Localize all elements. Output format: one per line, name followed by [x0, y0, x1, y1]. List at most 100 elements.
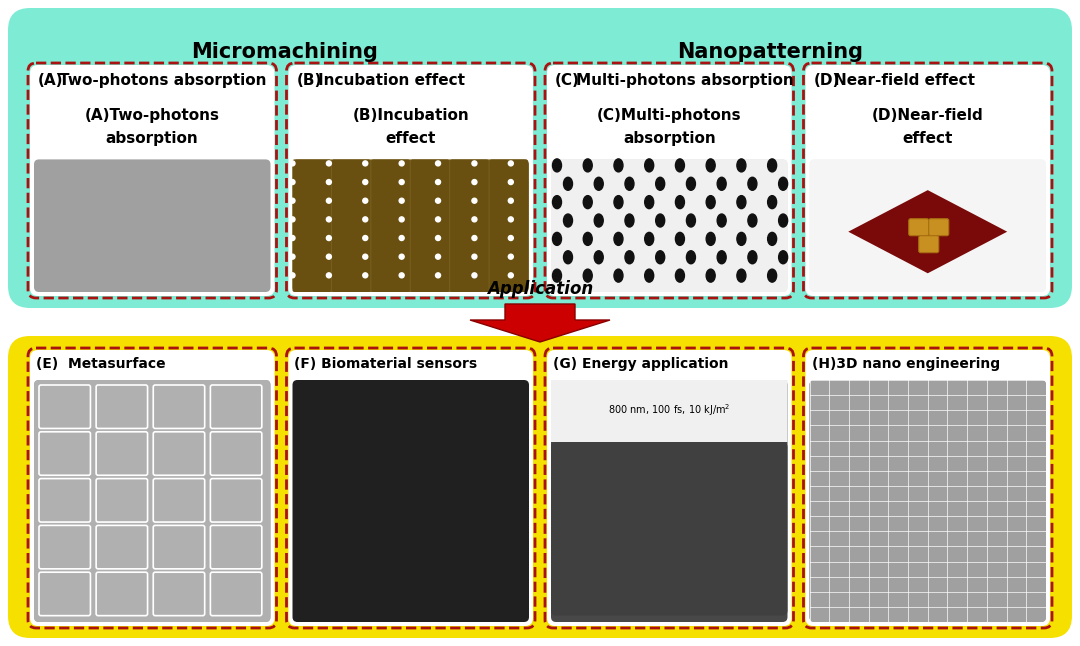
Text: (A)Two-photons: (A)Two-photons: [84, 109, 219, 123]
Circle shape: [509, 198, 513, 203]
Ellipse shape: [564, 214, 572, 227]
Text: Near-field effect: Near-field effect: [835, 73, 975, 88]
FancyBboxPatch shape: [810, 160, 1047, 292]
Ellipse shape: [583, 233, 592, 245]
Ellipse shape: [583, 159, 592, 172]
Circle shape: [472, 161, 477, 166]
Ellipse shape: [779, 177, 787, 191]
FancyBboxPatch shape: [8, 8, 1072, 308]
FancyBboxPatch shape: [30, 65, 274, 296]
Text: (C): (C): [555, 73, 580, 88]
Ellipse shape: [656, 251, 664, 264]
Circle shape: [472, 217, 477, 222]
Text: effect: effect: [386, 131, 436, 147]
FancyBboxPatch shape: [551, 380, 787, 622]
Ellipse shape: [613, 269, 623, 282]
Ellipse shape: [656, 177, 664, 191]
Circle shape: [326, 161, 332, 166]
Circle shape: [472, 273, 477, 278]
Ellipse shape: [779, 214, 787, 227]
Ellipse shape: [747, 177, 757, 191]
Circle shape: [400, 236, 404, 240]
Circle shape: [291, 180, 295, 185]
Ellipse shape: [687, 251, 696, 264]
Ellipse shape: [625, 177, 634, 191]
Circle shape: [435, 161, 441, 166]
Circle shape: [326, 180, 332, 185]
Circle shape: [363, 198, 368, 203]
Text: (H)3D nano engineering: (H)3D nano engineering: [811, 357, 1000, 371]
Ellipse shape: [717, 177, 726, 191]
Circle shape: [291, 217, 295, 222]
Ellipse shape: [594, 177, 604, 191]
FancyBboxPatch shape: [810, 160, 1047, 292]
FancyBboxPatch shape: [293, 160, 330, 292]
Ellipse shape: [706, 233, 715, 245]
Text: Two-photons absorption: Two-photons absorption: [59, 73, 267, 88]
Text: (D): (D): [813, 73, 840, 88]
FancyBboxPatch shape: [551, 442, 787, 616]
Circle shape: [400, 198, 404, 203]
Ellipse shape: [768, 196, 777, 209]
FancyBboxPatch shape: [806, 65, 1050, 296]
Circle shape: [435, 254, 441, 259]
Circle shape: [363, 254, 368, 259]
Circle shape: [400, 161, 404, 166]
Ellipse shape: [645, 233, 653, 245]
Circle shape: [400, 254, 404, 259]
Ellipse shape: [747, 251, 757, 264]
Ellipse shape: [768, 159, 777, 172]
Ellipse shape: [583, 269, 592, 282]
FancyBboxPatch shape: [450, 160, 488, 292]
Text: Incubation effect: Incubation effect: [318, 73, 464, 88]
FancyBboxPatch shape: [30, 350, 274, 626]
FancyBboxPatch shape: [33, 160, 270, 292]
FancyBboxPatch shape: [489, 160, 528, 292]
Ellipse shape: [779, 251, 787, 264]
Ellipse shape: [675, 159, 685, 172]
Circle shape: [400, 217, 404, 222]
Ellipse shape: [737, 159, 746, 172]
FancyBboxPatch shape: [288, 350, 534, 626]
Circle shape: [509, 254, 513, 259]
Circle shape: [472, 236, 477, 240]
Text: effect: effect: [903, 131, 953, 147]
Circle shape: [472, 180, 477, 185]
Circle shape: [363, 236, 368, 240]
FancyBboxPatch shape: [919, 236, 939, 253]
Text: (C)Multi-photons: (C)Multi-photons: [597, 109, 742, 123]
Circle shape: [509, 273, 513, 278]
FancyBboxPatch shape: [8, 336, 1072, 638]
Ellipse shape: [717, 214, 726, 227]
Circle shape: [400, 273, 404, 278]
FancyBboxPatch shape: [372, 160, 409, 292]
Ellipse shape: [747, 214, 757, 227]
FancyBboxPatch shape: [908, 219, 929, 236]
Circle shape: [291, 273, 295, 278]
FancyBboxPatch shape: [33, 380, 270, 622]
Circle shape: [435, 198, 441, 203]
Ellipse shape: [613, 233, 623, 245]
FancyBboxPatch shape: [551, 380, 787, 442]
Circle shape: [326, 198, 332, 203]
FancyBboxPatch shape: [806, 350, 1050, 626]
Circle shape: [509, 161, 513, 166]
Ellipse shape: [564, 251, 572, 264]
Ellipse shape: [564, 177, 572, 191]
Ellipse shape: [645, 269, 653, 282]
Ellipse shape: [675, 196, 685, 209]
FancyBboxPatch shape: [332, 160, 370, 292]
Circle shape: [435, 273, 441, 278]
Text: Multi-photons absorption: Multi-photons absorption: [576, 73, 794, 88]
Circle shape: [291, 161, 295, 166]
FancyBboxPatch shape: [810, 380, 1047, 622]
Ellipse shape: [768, 269, 777, 282]
Circle shape: [472, 254, 477, 259]
FancyBboxPatch shape: [810, 380, 1047, 622]
FancyBboxPatch shape: [288, 65, 534, 296]
Circle shape: [509, 217, 513, 222]
Ellipse shape: [768, 233, 777, 245]
FancyBboxPatch shape: [546, 65, 792, 296]
Text: absorption: absorption: [623, 131, 716, 147]
Circle shape: [363, 161, 368, 166]
